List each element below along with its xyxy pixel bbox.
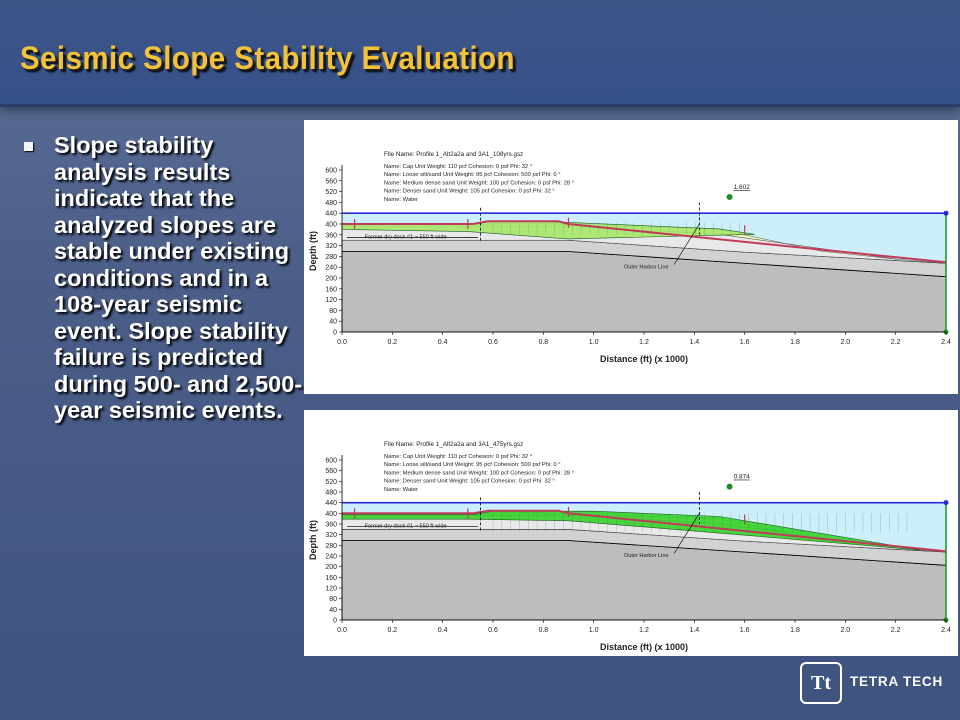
x-tick-label: 0.2 [387, 339, 397, 346]
y-tick-label: 120 [325, 586, 337, 593]
x-tick-label: 2.2 [891, 627, 901, 634]
harbor-label: Outer Harbor Line [624, 264, 669, 270]
x-tick-label: 1.8 [790, 627, 800, 634]
x-tick-label: 0.8 [538, 339, 548, 346]
y-tick-label: 560 [325, 178, 337, 185]
cross-section-svg: File Name: Profile 1_Alt2a2a and 3A1_475… [308, 441, 951, 652]
y-tick-label: 240 [325, 554, 337, 561]
material-legend-entry: Name: Loose silt/sand Unit Weight: 95 pc… [384, 462, 561, 468]
y-tick-label: 200 [325, 276, 337, 283]
y-tick-label: 80 [329, 308, 337, 315]
bullet-text: Slope stability analysis results indicat… [54, 132, 303, 423]
tetra-tech-logo-text: TETRA TECH [850, 674, 943, 689]
material-legend-entry: Name: Cap Unit Weight: 110 pcf Cohesion:… [384, 164, 532, 170]
title-bar: Seismic Slope Stability Evaluation [0, 0, 960, 107]
stability-figure-108yr: File Name: Profile 1_Alt2a2a and 3A1_108… [304, 120, 958, 394]
y-tick-label: 440 [325, 211, 337, 218]
x-tick-label: 1.4 [689, 339, 699, 346]
factor-of-safety-label: 1.602 [734, 184, 751, 191]
x-tick-label: 1.0 [589, 339, 599, 346]
bullet-square-icon [24, 142, 33, 151]
x-tick-label: 0.8 [538, 627, 548, 634]
stability-figure-475yr: File Name: Profile 1_Alt2a2a and 3A1_475… [304, 410, 958, 656]
y-tick-label: 560 [325, 468, 337, 475]
file-name-label: File Name: Profile 1_Alt2a2a and 3A1_108… [384, 151, 523, 158]
y-tick-label: 0 [333, 330, 337, 337]
y-tick-label: 80 [329, 596, 337, 603]
factor-of-safety-label: 0.874 [734, 474, 751, 481]
material-legend-entry: Name: Loose silt/sand Unit Weight: 95 pc… [384, 172, 561, 178]
y-tick-label: 360 [325, 522, 337, 529]
x-axis-label: Distance (ft) (x 1000) [600, 354, 688, 364]
material-legend-entry: Name: Denser sand Unit Weight: 105 pcf C… [384, 479, 555, 485]
boundary-node [943, 210, 949, 216]
y-tick-label: 520 [325, 479, 337, 486]
material-legend-entry: Name: Medium dense sand Unit Weight: 100… [384, 180, 574, 186]
y-tick-label: 160 [325, 286, 337, 293]
y-axis-label: Depth (ft) [308, 520, 318, 560]
x-tick-label: 2.4 [941, 339, 951, 346]
x-tick-label: 0.4 [438, 339, 448, 346]
material-legend-entry: Name: Medium dense sand Unit Weight: 100… [384, 470, 574, 476]
x-tick-label: 2.2 [891, 339, 901, 346]
tetra-tech-logo-mark: Tt [800, 662, 842, 704]
x-tick-label: 2.0 [840, 339, 850, 346]
y-tick-label: 600 [325, 168, 337, 175]
x-tick-label: 1.6 [740, 627, 750, 634]
x-tick-label: 2.4 [941, 627, 951, 634]
y-tick-label: 120 [325, 297, 337, 304]
y-tick-label: 400 [325, 511, 337, 518]
y-tick-label: 40 [329, 607, 337, 614]
x-tick-label: 0.0 [337, 627, 347, 634]
x-axis-label: Distance (ft) (x 1000) [600, 642, 688, 652]
y-tick-label: 480 [325, 490, 337, 497]
y-tick-label: 0 [333, 618, 337, 625]
y-tick-label: 280 [325, 543, 337, 550]
x-tick-label: 1.2 [639, 339, 649, 346]
boundary-node [943, 500, 949, 506]
dock-label: Former dry dock #1 ~ 550 ft wide [365, 524, 447, 530]
tetra-tech-logo: Tt TETRA TECH [800, 660, 958, 706]
y-tick-label: 320 [325, 243, 337, 250]
material-legend-entry: Name: Cap Unit Weight: 110 pcf Cohesion:… [384, 454, 532, 460]
slide-title: Seismic Slope Stability Evaluation [20, 40, 516, 76]
y-tick-label: 440 [325, 500, 337, 507]
x-tick-label: 1.4 [689, 627, 699, 634]
x-tick-label: 0.4 [438, 627, 448, 634]
x-tick-label: 0.6 [488, 339, 498, 346]
y-tick-label: 40 [329, 319, 337, 326]
y-tick-label: 520 [325, 189, 337, 196]
x-tick-label: 1.2 [639, 627, 649, 634]
y-tick-label: 320 [325, 532, 337, 539]
material-legend-entry: Name: Water [384, 487, 418, 493]
harbor-label: Outer Harbor Line [624, 553, 669, 559]
x-tick-label: 0.0 [337, 339, 347, 346]
cross-section-svg: File Name: Profile 1_Alt2a2a and 3A1_108… [308, 151, 951, 364]
slip-center-marker [726, 194, 733, 200]
x-tick-label: 1.0 [589, 627, 599, 634]
y-tick-label: 240 [325, 265, 337, 272]
dock-label: Former dry dock #1 ~ 550 ft wide [365, 235, 447, 241]
file-name-label: File Name: Profile 1_Alt2a2a and 3A1_475… [384, 441, 523, 448]
ground-surface-line [342, 220, 947, 264]
x-tick-label: 1.8 [790, 339, 800, 346]
x-tick-label: 2.0 [840, 627, 850, 634]
y-tick-label: 160 [325, 575, 337, 582]
y-tick-label: 200 [325, 564, 337, 571]
harbor-label-leader [673, 513, 700, 554]
y-tick-label: 480 [325, 200, 337, 207]
y-tick-label: 280 [325, 254, 337, 261]
x-tick-label: 1.6 [740, 339, 750, 346]
harbor-label-leader [673, 223, 700, 265]
slip-center-marker [726, 483, 733, 490]
y-tick-label: 400 [325, 222, 337, 229]
y-axis-label: Depth (ft) [308, 231, 318, 271]
y-tick-label: 360 [325, 232, 337, 239]
material-legend-entry: Name: Water [384, 197, 418, 203]
x-tick-label: 0.6 [488, 627, 498, 634]
y-tick-label: 600 [325, 458, 337, 465]
material-legend-entry: Name: Denser sand Unit Weight: 105 pcf C… [384, 189, 555, 195]
ground-surface-line [342, 509, 947, 553]
x-tick-label: 0.2 [387, 627, 397, 634]
